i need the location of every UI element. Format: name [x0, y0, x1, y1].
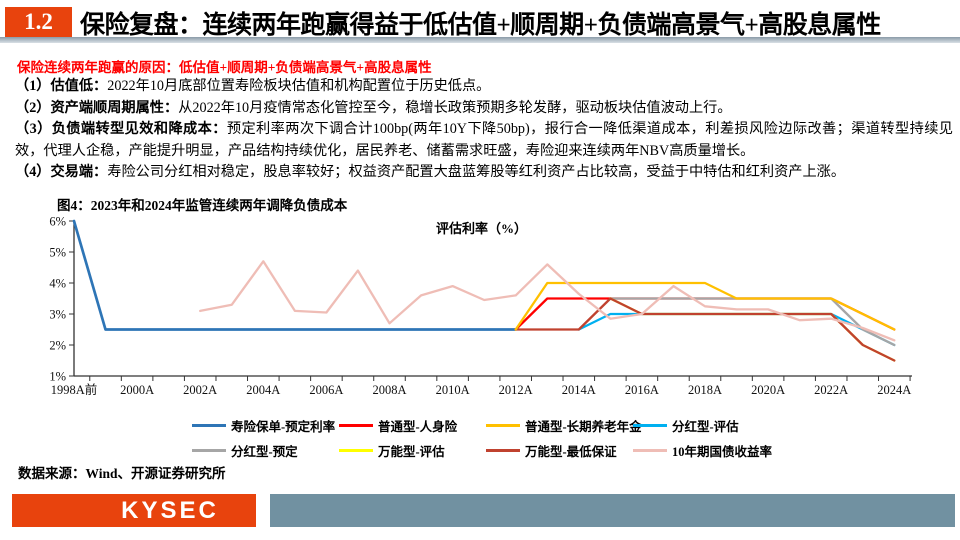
- svg-text:2014A: 2014A: [562, 383, 596, 397]
- legend-item-5: 分红型-预定: [192, 441, 339, 460]
- header-divider: [0, 37, 960, 43]
- svg-text:2024A: 2024A: [877, 383, 911, 397]
- legend-label: 万能型-最低保证: [525, 445, 617, 459]
- legend-item-1: 寿险保单-预定利率: [192, 416, 339, 435]
- figure-title: 图4：2023年和2024年监管连续两年调降负债成本: [57, 198, 348, 213]
- page-title: 保险复盘：连续两年跑赢得益于低估值+顺周期+负债端高景气+高股息属性: [80, 12, 881, 39]
- svg-text:4%: 4%: [49, 277, 66, 291]
- legend-label: 万能型-评估: [378, 445, 445, 459]
- figure4-chart: 评估利率（%） 6% 5% 4% 3% 2% 1% 1998A前 2000A 2002A 2004…: [28, 210, 938, 460]
- legend-line-swatch: [633, 449, 667, 452]
- legend-line-swatch: [192, 449, 226, 452]
- legend-row-1: 寿险保单-预定利率 普通型-人身险 普通型-长期养老年金 分红型-评估: [192, 413, 780, 438]
- svg-text:2000A: 2000A: [120, 383, 154, 397]
- svg-text:2008A: 2008A: [372, 383, 406, 397]
- chart-axis-note: 评估利率（%）: [436, 221, 528, 236]
- svg-text:2016A: 2016A: [625, 383, 659, 397]
- svg-text:2020A: 2020A: [751, 383, 785, 397]
- svg-text:2004A: 2004A: [246, 383, 280, 397]
- svg-text:2006A: 2006A: [309, 383, 343, 397]
- point-3: （3）负债端转型见效和降成本：预定利率两次下调合计100bp(两年10Y下降50…: [15, 121, 953, 159]
- figure4-line-chart: 6% 5% 4% 3% 2% 1%1998A前 2000A 2002A 2004A 2006A 20…: [49, 215, 912, 397]
- legend-line-swatch: [339, 449, 373, 452]
- svg-text:1998A前: 1998A前: [51, 382, 98, 397]
- legend-item-6: 万能型-评估: [339, 441, 486, 460]
- footer-bar: [270, 494, 955, 527]
- legend-item-3: 普通型-长期养老年金: [486, 416, 642, 435]
- legend-label: 分红型-评估: [672, 420, 739, 434]
- svg-text:2002A: 2002A: [183, 383, 217, 397]
- section-number: 1.2: [24, 9, 53, 34]
- legend-label: 10年期国债收益率: [672, 445, 773, 459]
- section-number-badge: 1.2: [5, 7, 72, 37]
- svg-text:2012A: 2012A: [499, 383, 533, 397]
- legend-line-swatch: [192, 424, 226, 427]
- svg-text:3%: 3%: [49, 308, 66, 322]
- svg-text:2022A: 2022A: [814, 383, 848, 397]
- legend-label: 普通型-人身险: [378, 420, 458, 434]
- legend-label: 分红型-预定: [231, 445, 298, 459]
- legend-label: 普通型-长期养老年金: [525, 420, 642, 434]
- key-reason-subtitle: 保险连续两年跑赢的原因：低估值+顺周期+负债端高景气+高股息属性: [17, 60, 432, 75]
- chart-legend: 寿险保单-预定利率 普通型-人身险 普通型-长期养老年金 分红型-评估分红型-预定 万能…: [192, 413, 780, 463]
- kysec-logo: KYSEC: [12, 494, 256, 527]
- legend-item-8: 10年期国债收益率: [633, 441, 780, 460]
- svg-text:2%: 2%: [49, 339, 66, 353]
- legend-item-4: 分红型-评估: [633, 416, 780, 435]
- analysis-points: （1）估值低：2022年10月底部位置寿险板块估值和机构配置位于历史低点。 （2…: [15, 76, 953, 184]
- svg-text:2018A: 2018A: [688, 383, 722, 397]
- svg-text:5%: 5%: [49, 246, 66, 260]
- legend-row-2: 分红型-预定 万能型-评估 万能型-最低保证 10年期国债收益率: [192, 438, 780, 463]
- legend-item-7: 万能型-最低保证: [486, 441, 633, 460]
- legend-item-2: 普通型-人身险: [339, 416, 486, 435]
- legend-label: 寿险保单-预定利率: [231, 420, 336, 434]
- legend-line-swatch: [633, 424, 667, 427]
- svg-text:6%: 6%: [49, 215, 66, 229]
- point-4: （4）交易端：寿险公司分红相对稳定，股息率较好；权益资产配置大盘蓝筹股等红利资产…: [15, 164, 846, 180]
- data-source: 数据来源：Wind、开源证券研究所: [18, 466, 226, 481]
- point-1: （1）估值低：2022年10月底部位置寿险板块估值和机构配置位于历史低点。: [15, 78, 491, 94]
- svg-text:1%: 1%: [49, 370, 66, 384]
- legend-line-swatch: [339, 424, 373, 427]
- legend-line-swatch: [486, 449, 520, 452]
- legend-line-swatch: [486, 424, 520, 427]
- kysec-logo-text: KYSEC: [121, 496, 219, 524]
- svg-text:2010A: 2010A: [436, 383, 470, 397]
- point-2: （2）资产端顺周期属性：从2022年10月疫情常态化管控至今，稳增长政策预期多轮…: [15, 99, 732, 116]
